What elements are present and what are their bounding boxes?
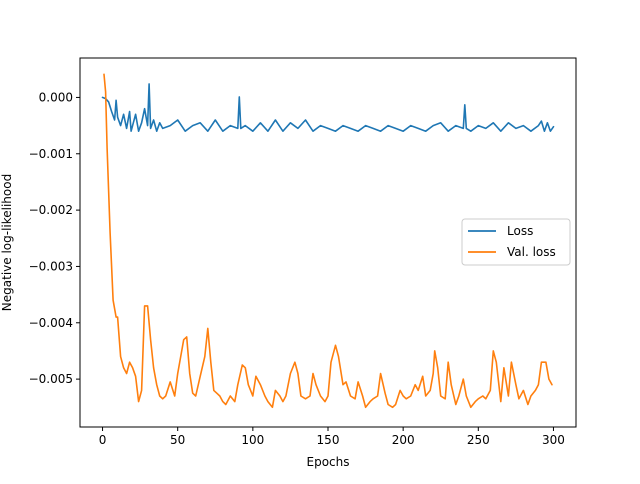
y-tick-label: −0.001 xyxy=(29,147,73,161)
series-line-loss xyxy=(101,83,555,132)
y-axis-ticks: 0.000 −0.001 −0.002 −0.003 −0.004 −0.005 xyxy=(29,90,80,386)
x-axis-label: Epochs xyxy=(307,455,350,469)
x-tick-label: 0 xyxy=(99,433,107,447)
y-axis-label: Negative log-likelihood xyxy=(0,174,14,311)
series-layer xyxy=(101,73,555,409)
x-tick-label: 200 xyxy=(392,433,415,447)
series-line-val-loss xyxy=(103,73,553,409)
y-tick-label: −0.003 xyxy=(29,259,73,273)
x-tick-label: 250 xyxy=(467,433,490,447)
y-tick-label: −0.004 xyxy=(29,316,73,330)
x-tick-label: 50 xyxy=(170,433,185,447)
legend-label-val-loss: Val. loss xyxy=(507,245,556,259)
x-tick-label: 150 xyxy=(317,433,340,447)
x-tick-label: 300 xyxy=(542,433,565,447)
x-axis-ticks: 0 50 100 150 200 250 300 xyxy=(99,427,565,447)
legend-label-loss: Loss xyxy=(507,224,533,238)
legend: Loss Val. loss xyxy=(461,218,571,266)
y-tick-label: −0.005 xyxy=(29,372,73,386)
x-tick-label: 100 xyxy=(241,433,264,447)
y-tick-label: 0.000 xyxy=(39,90,73,104)
y-tick-label: −0.002 xyxy=(29,203,73,217)
